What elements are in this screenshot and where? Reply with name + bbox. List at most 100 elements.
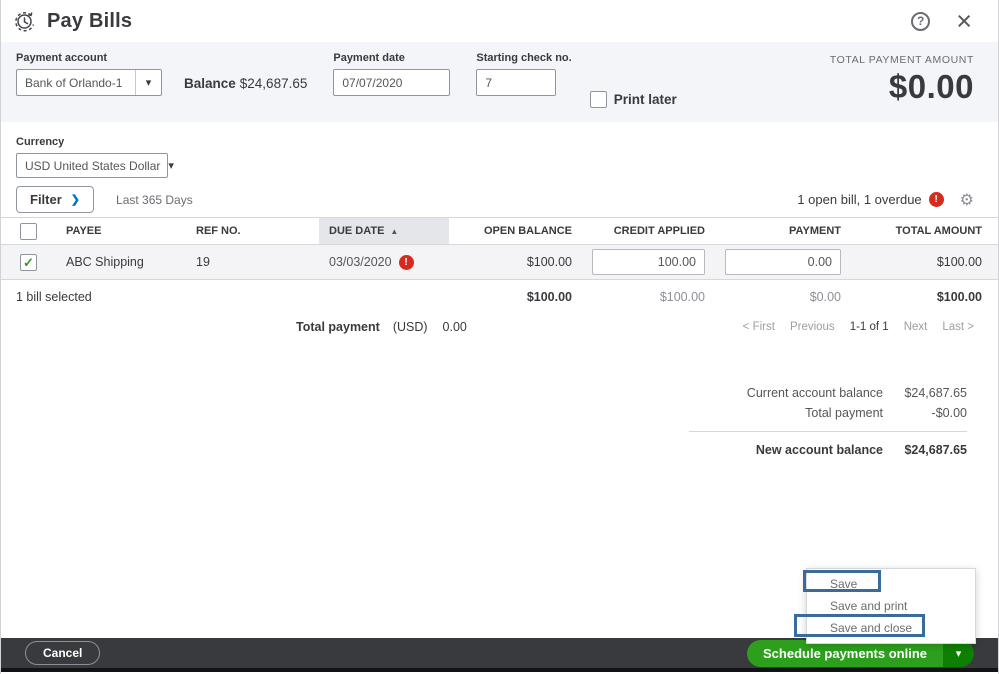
table-totals-row: 1 bill selected $100.00 $100.00 $0.00 $1… xyxy=(1,280,998,313)
overdue-alert-icon: ! xyxy=(928,192,944,207)
cell-due-date: 03/03/2020 ! xyxy=(319,245,449,279)
bills-status-text: 1 open bill, 1 overdue xyxy=(797,192,922,207)
modal-header: Pay Bills ? × xyxy=(1,0,998,42)
select-all-checkbox[interactable] xyxy=(20,222,37,240)
total-payment-summary: Total payment (USD) 0.00 xyxy=(296,320,467,334)
bottom-edge-strip xyxy=(1,668,998,672)
filter-button[interactable]: Filter ❯ xyxy=(16,186,95,213)
payment-account-label: Payment account xyxy=(16,52,108,64)
table-row: ✓ ABC Shipping 19 03/03/2020 ! $100.00 $… xyxy=(1,245,998,280)
cell-payee: ABC Shipping xyxy=(66,255,144,269)
pagination-first[interactable]: < First xyxy=(742,321,775,333)
payment-total: $0.00 xyxy=(809,289,841,304)
close-icon[interactable]: × xyxy=(956,8,972,35)
schedule-payments-split-button[interactable]: Schedule payments online ▾ xyxy=(747,639,974,667)
due-date-value: 03/03/2020 xyxy=(329,255,392,269)
current-balance-row: Current account balance $24,687.65 xyxy=(689,383,967,403)
page-title: Pay Bills xyxy=(47,9,133,32)
total-payment-row: Total payment (USD) 0.00 < First Previou… xyxy=(1,317,998,337)
chevron-down-icon[interactable]: ▾ xyxy=(135,70,161,95)
payment-account-group: Payment account Bank of Orlando-1 ▾ xyxy=(16,52,162,122)
account-balance: Balance $24,687.65 xyxy=(184,76,307,122)
pagination: < First Previous 1-1 of 1 Next Last > xyxy=(743,321,974,333)
overdue-alert-icon: ! xyxy=(398,254,414,270)
starting-check-input[interactable] xyxy=(476,69,557,96)
check-icon: ✓ xyxy=(23,254,34,270)
pagination-next[interactable]: Next xyxy=(903,321,928,333)
col-header-open-balance[interactable]: OPEN BALANCE xyxy=(483,225,572,237)
due-date-header-label: DUE DATE xyxy=(329,225,385,237)
cell-open-balance: $100.00 xyxy=(526,255,572,269)
new-balance-row: New account balance $24,687.65 xyxy=(689,431,967,459)
chevron-down-icon[interactable]: ▾ xyxy=(943,639,974,667)
row-checkbox-checked[interactable]: ✓ xyxy=(20,253,37,271)
balance-value: $24,687.65 xyxy=(239,76,308,91)
starting-check-label: Starting check no. xyxy=(476,52,572,64)
col-header-payee[interactable]: PAYEE xyxy=(66,225,102,237)
pagination-last[interactable]: Last > xyxy=(942,321,974,333)
summary-total-payment-value: -$0.00 xyxy=(931,406,967,420)
cell-ref-no: 19 xyxy=(196,255,210,269)
total-payment-currency: (USD) xyxy=(392,320,428,334)
row-select-cell: ✓ xyxy=(1,245,56,279)
payment-settings-bar: Payment account Bank of Orlando-1 ▾ Bala… xyxy=(1,42,998,122)
payment-account-select[interactable]: Bank of Orlando-1 ▾ xyxy=(16,69,162,96)
total-payment-amount-value: $0.00 xyxy=(888,68,974,105)
balance-label: Balance xyxy=(184,76,236,91)
cell-payment xyxy=(715,245,851,279)
save-dropdown-menu: Save Save and print Save and close xyxy=(806,568,976,644)
current-balance-label: Current account balance xyxy=(746,386,883,400)
open-balance-total: $100.00 xyxy=(526,289,572,304)
help-glyph: ? xyxy=(917,14,925,28)
gear-icon[interactable]: ⚙ xyxy=(959,190,974,209)
credit-applied-input[interactable] xyxy=(592,249,705,275)
pagination-previous[interactable]: Previous xyxy=(789,321,835,333)
starting-check-group: Starting check no. xyxy=(476,52,572,122)
sort-asc-icon: ▲ xyxy=(390,226,399,236)
total-payment-label: Total payment xyxy=(296,320,380,334)
menu-item-save-and-close[interactable]: Save and close xyxy=(830,621,913,635)
total-payment-amount-label: TOTAL PAYMENT AMOUNT xyxy=(829,54,974,66)
table-header-row: PAYEE REF NO. DUE DATE ▲ OPEN BALANCE CR… xyxy=(1,217,998,245)
payment-date-input[interactable] xyxy=(333,69,451,96)
help-icon[interactable]: ? xyxy=(911,11,931,31)
filter-date-range: Last 365 Days xyxy=(116,192,193,207)
menu-item-save-and-print[interactable]: Save and print xyxy=(830,599,908,613)
print-later-label: Print later xyxy=(613,91,677,107)
currency-section: Currency USD United States Dollar ▾ xyxy=(1,122,998,178)
total-payment-value: 0.00 xyxy=(442,320,467,334)
bills-status-area: 1 open bill, 1 overdue ! ⚙ xyxy=(797,190,974,209)
col-header-due-date[interactable]: DUE DATE ▲ xyxy=(319,218,449,244)
pagination-range: 1-1 of 1 xyxy=(849,321,889,333)
currency-value: USD United States Dollar xyxy=(25,158,161,173)
chevron-right-icon: ❯ xyxy=(70,194,81,206)
bills-table: PAYEE REF NO. DUE DATE ▲ OPEN BALANCE CR… xyxy=(1,217,998,313)
new-balance-label: New account balance xyxy=(755,442,883,457)
close-glyph: × xyxy=(956,6,972,36)
filter-row: Filter ❯ Last 365 Days 1 open bill, 1 ov… xyxy=(1,178,998,213)
cell-credit-applied xyxy=(582,245,715,279)
summary-total-payment-label: Total payment xyxy=(805,406,883,420)
col-header-ref-no[interactable]: REF NO. xyxy=(196,225,241,237)
menu-item-save[interactable]: Save xyxy=(830,577,858,591)
bill-clock-icon xyxy=(15,12,35,32)
cell-total-amount: $100.00 xyxy=(936,255,982,269)
col-header-payment[interactable]: PAYMENT xyxy=(789,225,841,237)
col-header-total-amount[interactable]: TOTAL AMOUNT xyxy=(895,225,982,237)
select-all-cell xyxy=(1,218,56,244)
cancel-button[interactable]: Cancel xyxy=(25,641,101,665)
total-amount-total: $100.00 xyxy=(936,289,982,304)
currency-select[interactable]: USD United States Dollar ▾ xyxy=(16,153,174,178)
payment-input[interactable] xyxy=(725,249,841,275)
payment-date-group: Payment date xyxy=(333,52,451,122)
chevron-down-icon: ▾ xyxy=(168,160,174,172)
col-header-credit-applied[interactable]: CREDIT APPLIED xyxy=(613,225,705,237)
print-later-checkbox[interactable] xyxy=(589,90,607,108)
header-actions: ? × xyxy=(911,8,972,35)
payment-account-value: Bank of Orlando-1 xyxy=(25,75,123,90)
schedule-payments-button[interactable]: Schedule payments online xyxy=(747,639,943,667)
credit-applied-total: $100.00 xyxy=(659,289,705,304)
current-balance-value: $24,687.65 xyxy=(904,386,967,400)
print-later-option[interactable]: Print later xyxy=(589,76,677,122)
